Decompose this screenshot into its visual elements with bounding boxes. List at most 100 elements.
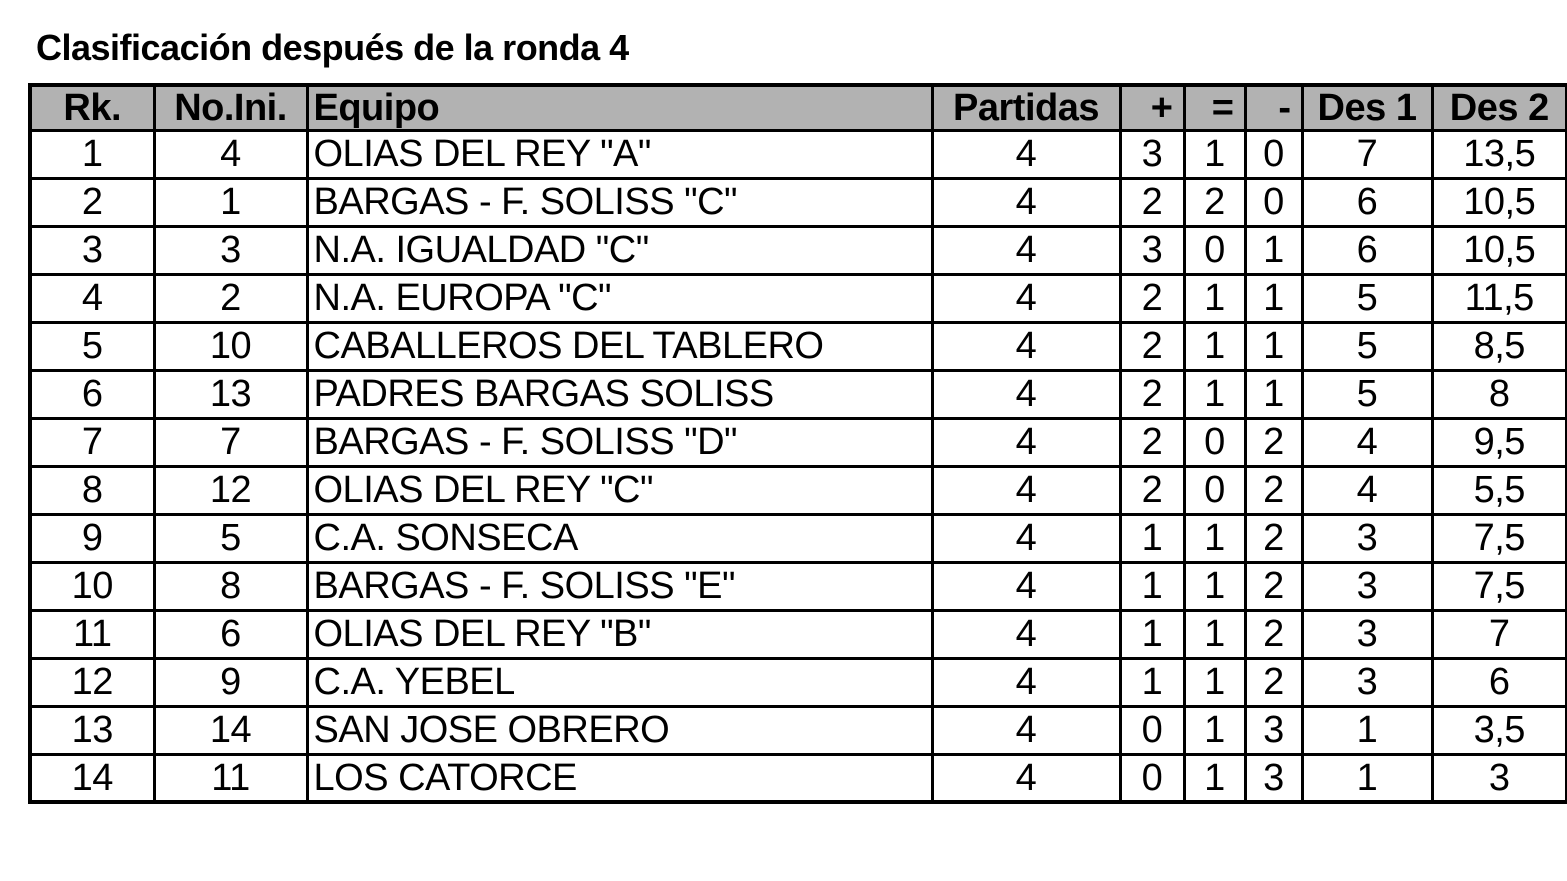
draws-cell: 1 xyxy=(1182,512,1247,564)
games-cell: 4 xyxy=(930,704,1122,756)
rank-cell: 5 xyxy=(28,320,156,372)
start-number-cell: 6 xyxy=(152,608,309,660)
team-cell: OLIAS DEL REY "A" xyxy=(305,128,934,180)
losses-cell: 2 xyxy=(1243,512,1304,564)
tiebreak2-cell: 3,5 xyxy=(1430,704,1567,756)
games-cell: 4 xyxy=(930,752,1122,804)
start-number-cell: 1 xyxy=(152,176,309,228)
draws-cell: 2 xyxy=(1182,176,1247,228)
start-number-cell: 5 xyxy=(152,512,309,564)
tiebreak2-cell: 8 xyxy=(1430,368,1567,420)
column-header-tiebreak1: Des 1 xyxy=(1300,83,1434,132)
start-number-cell: 3 xyxy=(152,224,309,276)
tiebreak1-cell: 7 xyxy=(1300,128,1434,180)
losses-cell: 3 xyxy=(1243,752,1304,804)
start-number-cell: 8 xyxy=(152,560,309,612)
table-row: 8 12 OLIAS DEL REY "C" 4 2 0 2 4 5,5 xyxy=(28,464,1567,516)
wins-cell: 1 xyxy=(1118,656,1186,708)
games-cell: 4 xyxy=(930,560,1122,612)
tiebreak2-cell: 13,5 xyxy=(1430,128,1567,180)
tiebreak2-cell: 7,5 xyxy=(1430,560,1567,612)
games-cell: 4 xyxy=(930,224,1122,276)
column-header-losses: - xyxy=(1243,83,1304,132)
rank-cell: 10 xyxy=(28,560,156,612)
tiebreak1-cell: 1 xyxy=(1300,752,1434,804)
start-number-cell: 7 xyxy=(152,416,309,468)
draws-cell: 1 xyxy=(1182,272,1247,324)
tiebreak1-cell: 1 xyxy=(1300,704,1434,756)
start-number-cell: 10 xyxy=(152,320,309,372)
games-cell: 4 xyxy=(930,512,1122,564)
tiebreak1-cell: 5 xyxy=(1300,272,1434,324)
losses-cell: 1 xyxy=(1243,320,1304,372)
tiebreak1-cell: 6 xyxy=(1300,176,1434,228)
losses-cell: 1 xyxy=(1243,368,1304,420)
games-cell: 4 xyxy=(930,608,1122,660)
tiebreak2-cell: 7 xyxy=(1430,608,1567,660)
rank-cell: 1 xyxy=(28,128,156,180)
losses-cell: 2 xyxy=(1243,608,1304,660)
start-number-cell: 14 xyxy=(152,704,309,756)
start-number-cell: 2 xyxy=(152,272,309,324)
rank-cell: 4 xyxy=(28,272,156,324)
tiebreak1-cell: 3 xyxy=(1300,512,1434,564)
team-cell: N.A. IGUALDAD "C" xyxy=(305,224,934,276)
team-cell: C.A. YEBEL xyxy=(305,656,934,708)
rank-cell: 11 xyxy=(28,608,156,660)
tiebreak1-cell: 5 xyxy=(1300,320,1434,372)
table-row: 13 14 SAN JOSE OBRERO 4 0 1 3 1 3,5 xyxy=(28,704,1567,756)
table-row: 9 5 C.A. SONSECA 4 1 1 2 3 7,5 xyxy=(28,512,1567,564)
start-number-cell: 13 xyxy=(152,368,309,420)
wins-cell: 1 xyxy=(1118,560,1186,612)
start-number-cell: 12 xyxy=(152,464,309,516)
rank-cell: 2 xyxy=(28,176,156,228)
tiebreak1-cell: 3 xyxy=(1300,560,1434,612)
wins-cell: 2 xyxy=(1118,464,1186,516)
team-cell: BARGAS - F. SOLISS "E" xyxy=(305,560,934,612)
start-number-cell: 9 xyxy=(152,656,309,708)
games-cell: 4 xyxy=(930,416,1122,468)
wins-cell: 2 xyxy=(1118,320,1186,372)
tiebreak2-cell: 5,5 xyxy=(1430,464,1567,516)
losses-cell: 2 xyxy=(1243,416,1304,468)
column-header-start-number: No.Ini. xyxy=(152,83,309,132)
wins-cell: 3 xyxy=(1118,128,1186,180)
rank-cell: 12 xyxy=(28,656,156,708)
wins-cell: 2 xyxy=(1118,368,1186,420)
tiebreak2-cell: 11,5 xyxy=(1430,272,1567,324)
table-row: 1 4 OLIAS DEL REY "A" 4 3 1 0 7 13,5 xyxy=(28,128,1567,180)
wins-cell: 2 xyxy=(1118,176,1186,228)
draws-cell: 0 xyxy=(1182,224,1247,276)
column-header-team: Equipo xyxy=(305,83,934,132)
tiebreak2-cell: 9,5 xyxy=(1430,416,1567,468)
losses-cell: 3 xyxy=(1243,704,1304,756)
tiebreak2-cell: 10,5 xyxy=(1430,224,1567,276)
tiebreak2-cell: 3 xyxy=(1430,752,1567,804)
column-header-wins: + xyxy=(1118,83,1186,132)
team-cell: SAN JOSE OBRERO xyxy=(305,704,934,756)
team-cell: PADRES BARGAS SOLISS xyxy=(305,368,934,420)
rank-cell: 6 xyxy=(28,368,156,420)
start-number-cell: 11 xyxy=(152,752,309,804)
header-row: Rk. No.Ini. Equipo Partidas + = - Des 1 … xyxy=(28,83,1567,132)
team-cell: BARGAS - F. SOLISS "C" xyxy=(305,176,934,228)
tiebreak2-cell: 10,5 xyxy=(1430,176,1567,228)
losses-cell: 1 xyxy=(1243,272,1304,324)
wins-cell: 0 xyxy=(1118,704,1186,756)
table-row: 11 6 OLIAS DEL REY "B" 4 1 1 2 3 7 xyxy=(28,608,1567,660)
draws-cell: 1 xyxy=(1182,128,1247,180)
team-cell: LOS CATORCE xyxy=(305,752,934,804)
rank-cell: 9 xyxy=(28,512,156,564)
losses-cell: 0 xyxy=(1243,128,1304,180)
draws-cell: 1 xyxy=(1182,704,1247,756)
games-cell: 4 xyxy=(930,320,1122,372)
tiebreak1-cell: 4 xyxy=(1300,464,1434,516)
draws-cell: 1 xyxy=(1182,656,1247,708)
draws-cell: 1 xyxy=(1182,752,1247,804)
team-cell: C.A. SONSECA xyxy=(305,512,934,564)
draws-cell: 1 xyxy=(1182,368,1247,420)
losses-cell: 0 xyxy=(1243,176,1304,228)
games-cell: 4 xyxy=(930,656,1122,708)
losses-cell: 2 xyxy=(1243,656,1304,708)
tiebreak1-cell: 3 xyxy=(1300,608,1434,660)
